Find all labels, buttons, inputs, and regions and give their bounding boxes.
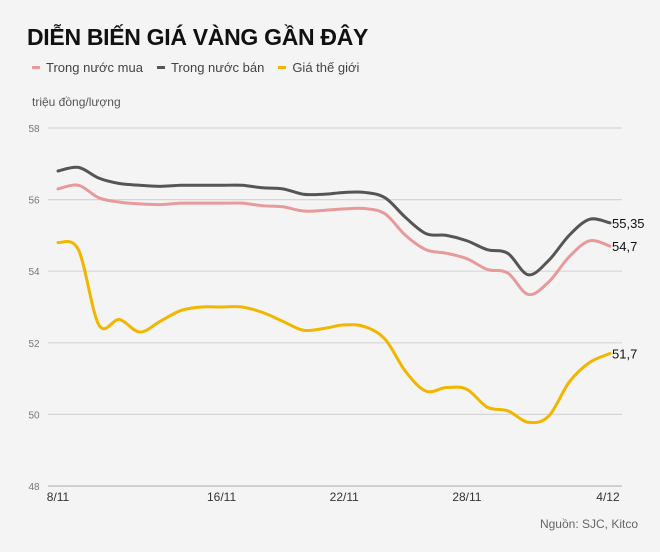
y-tick-label: 54 [28,267,40,278]
series-line [56,183,612,297]
series-line [56,239,612,425]
end-value-label: 51,7 [612,347,637,362]
x-tick-label: 22/11 [330,490,359,504]
y-tick-label: 50 [28,410,40,421]
y-tick-label: 52 [28,339,40,350]
end-value-label: 55,35 [612,216,645,231]
x-tick-label: 4/12 [596,490,620,504]
x-tick-label: 28/11 [452,490,481,504]
x-tick-label: 8/11 [47,490,70,504]
series-line [56,165,612,277]
chart-title: DIỄN BIẾN GIÁ VÀNG GẦN ĐÂY [27,24,369,50]
legend-item-mua: Trong nước mua [32,60,143,75]
legend-label: Giá thế giới [292,60,360,75]
legend-swatch [32,66,40,69]
legend-item-the-gioi: Giá thế giới [278,60,359,75]
legend-label: Trong nước bán [170,60,265,75]
legend: Trong nước mua Trong nước bán Giá thế gi… [32,60,359,75]
legend-item-ban: Trong nước bán [156,60,265,75]
legend-label: Trong nước mua [46,60,143,75]
x-tick-label: 16/11 [207,490,236,504]
end-value-label: 54,7 [612,239,637,254]
legend-swatch [278,66,287,69]
y-tick-label: 56 [28,196,40,207]
source-note: Nguồn: SJC, Kitco [539,517,638,531]
y-axis-label: triệu đồng/lượng [32,95,121,109]
y-tick-label: 48 [28,482,40,493]
legend-swatch [156,66,165,69]
y-tick-label: 58 [28,124,40,135]
